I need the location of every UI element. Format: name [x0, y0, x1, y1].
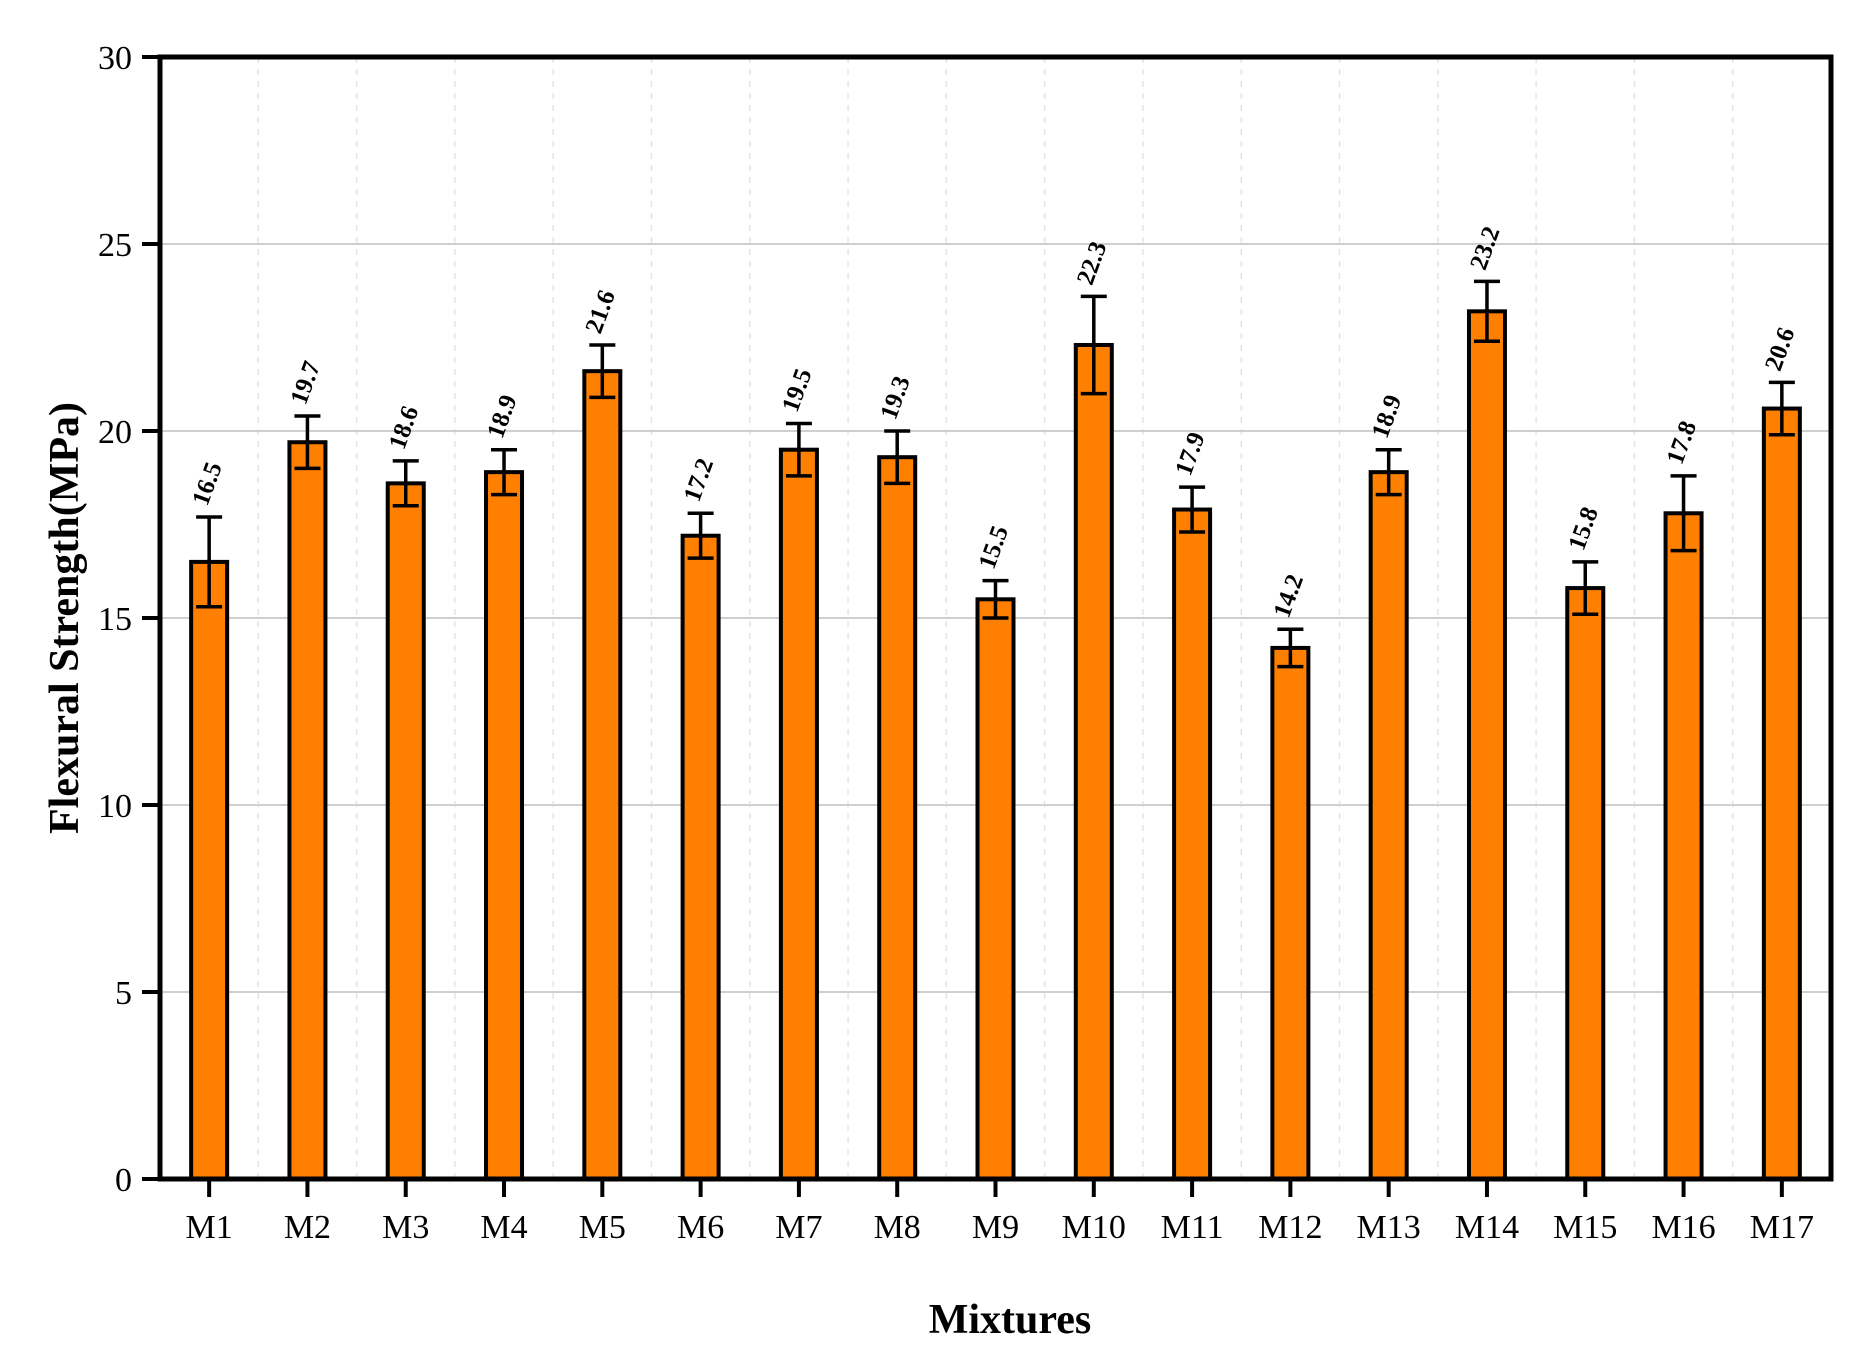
- error-bar-m5: [589, 343, 616, 400]
- bar-m15: [1565, 586, 1606, 1181]
- bar-m4: [484, 470, 525, 1181]
- y-tick-label: 25: [98, 227, 132, 264]
- error-bar-m10: [1080, 294, 1107, 396]
- error-bar-m14: [1473, 279, 1500, 343]
- x-tick-label-m10: M10: [1062, 1209, 1126, 1246]
- error-bar-m6: [687, 511, 714, 560]
- x-tick-label-m7: M7: [775, 1209, 822, 1246]
- bar-m16: [1663, 511, 1704, 1181]
- x-tick-label-m13: M13: [1357, 1209, 1421, 1246]
- x-tick-label-m14: M14: [1455, 1209, 1519, 1246]
- y-tick-label: 20: [98, 414, 132, 451]
- bar-m14: [1466, 309, 1507, 1181]
- error-bar-m11: [1179, 485, 1206, 534]
- x-tick-label-m11: M11: [1161, 1209, 1224, 1246]
- x-tick-label-m8: M8: [874, 1209, 921, 1246]
- bar-m3: [385, 481, 426, 1181]
- error-bar-m13: [1375, 447, 1402, 497]
- x-tick-label-m17: M17: [1750, 1209, 1814, 1246]
- bar-m1: [189, 559, 230, 1181]
- y-tick-label: 10: [98, 788, 132, 825]
- axis-ticks: 0 5 10 15 20 25 30 M1 M2 M3 M4 M5 M6 M7 M8 M9 M10 M11 M12 M…: [98, 40, 1814, 1246]
- bar-m12: [1270, 645, 1311, 1181]
- bar-m9: [975, 597, 1016, 1181]
- bar-m7: [778, 447, 819, 1181]
- x-tick-label-m15: M15: [1553, 1209, 1617, 1246]
- bar-m13: [1368, 470, 1409, 1181]
- error-bar-m8: [884, 429, 911, 486]
- bar-m5: [582, 369, 623, 1182]
- x-tick-label-m3: M3: [382, 1209, 429, 1246]
- error-bar-m4: [491, 447, 518, 497]
- bar-m6: [680, 533, 721, 1181]
- y-axis-title: Flexural Strength(MPa): [42, 402, 88, 834]
- x-tick-label-m9: M9: [972, 1209, 1019, 1246]
- error-bar-m3: [392, 459, 419, 508]
- x-tick-label-m2: M2: [284, 1209, 331, 1246]
- error-bar-m17: [1768, 380, 1795, 437]
- x-tick-label-m5: M5: [579, 1209, 626, 1246]
- y-tick-label: 5: [115, 975, 132, 1012]
- x-tick-label-m12: M12: [1258, 1209, 1322, 1246]
- x-tick-label-m4: M4: [480, 1209, 527, 1246]
- error-bar-m15: [1572, 560, 1599, 617]
- y-tick-label: 0: [115, 1162, 132, 1199]
- error-bar-m12: [1277, 627, 1304, 669]
- error-bar-m7: [785, 421, 812, 478]
- y-tick-label: 15: [98, 601, 132, 638]
- error-bar-m1: [196, 515, 223, 609]
- x-tick-label-m16: M16: [1651, 1209, 1715, 1246]
- error-bar-m9: [982, 578, 1009, 620]
- bar-m8: [877, 455, 918, 1181]
- bar-m17: [1761, 406, 1802, 1181]
- y-tick-label: 30: [98, 40, 132, 77]
- bar-m2: [287, 440, 328, 1182]
- x-tick-label-m1: M1: [186, 1209, 233, 1246]
- bar-m11: [1172, 507, 1213, 1182]
- error-bar-m2: [294, 414, 321, 471]
- bar-m10: [1073, 342, 1114, 1182]
- bars: 16.519.718.6 18.921.617.219.5 19.315.522.3…: [187, 223, 1802, 1182]
- error-bar-m16: [1670, 474, 1697, 553]
- x-axis-title: Mixtures: [929, 1297, 1092, 1343]
- x-tick-label-m6: M6: [677, 1209, 724, 1246]
